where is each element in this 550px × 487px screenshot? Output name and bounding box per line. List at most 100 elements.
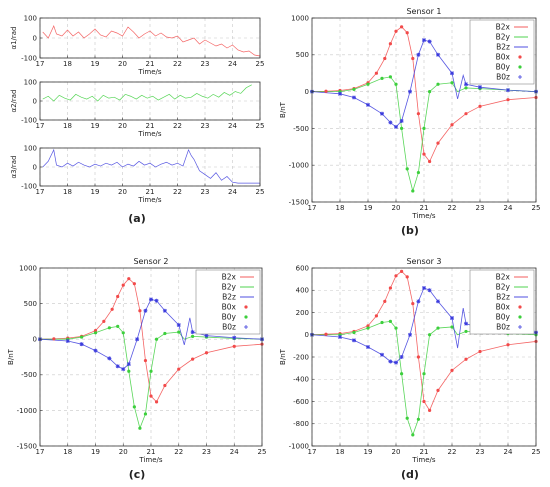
legend-label-B0y: B0y <box>496 63 511 72</box>
data-point-B0x <box>324 89 328 93</box>
data-point-B0y <box>177 330 181 334</box>
data-point-B0y <box>80 335 84 339</box>
data-point-B0x <box>436 388 440 392</box>
x-tick-label: 18 <box>63 188 72 196</box>
x-tick-label: 23 <box>201 122 210 130</box>
data-point-B0x <box>428 159 432 164</box>
data-point-B0x <box>464 112 468 116</box>
data-point-B0z <box>135 337 140 342</box>
y-axis-label: α3/rad <box>10 155 18 178</box>
data-point-B0x <box>138 309 142 313</box>
legend-box <box>469 269 535 335</box>
data-point-B0x <box>428 408 432 412</box>
y-tick-label: -1000 <box>289 162 309 170</box>
x-tick-label: 20 <box>118 188 127 196</box>
data-point-B0z <box>65 338 70 343</box>
data-point-B0y <box>338 90 342 94</box>
data-point-B0y <box>127 369 131 373</box>
data-point-B0x <box>163 383 167 388</box>
series-line-alpha-0 <box>42 25 261 57</box>
data-point-B0y <box>450 325 454 329</box>
data-point-B0y <box>394 82 398 86</box>
data-point-B0z <box>366 344 370 349</box>
data-point-B0x <box>405 31 409 35</box>
x-axis-label: Time/s <box>411 212 435 220</box>
legend-label-B2z: B2z <box>496 43 510 52</box>
data-point-B0z <box>422 286 426 291</box>
data-point-B0y <box>380 320 384 325</box>
data-point-B0y <box>394 326 398 330</box>
x-tick-label: 23 <box>476 448 485 456</box>
x-tick-label: 19 <box>364 448 373 456</box>
x-tick-label: 17 <box>308 204 317 212</box>
data-point-B0x <box>121 283 125 287</box>
y-tick-label: 1000 <box>291 14 309 22</box>
data-point-B0x <box>127 277 131 281</box>
legend-marker-B0y <box>518 65 522 69</box>
data-point-B0z <box>464 321 468 326</box>
data-point-B0z <box>394 360 398 365</box>
data-point-B0y <box>163 331 167 336</box>
data-point-B0x <box>366 324 370 328</box>
data-point-B0x <box>383 56 387 61</box>
data-point-B0y <box>132 405 136 409</box>
data-point-B0y <box>436 82 440 86</box>
y-tick-label: -1000 <box>289 442 309 450</box>
data-point-B0y <box>464 86 468 90</box>
x-axis-label: Time/s <box>137 68 161 76</box>
y-tick-label: -1500 <box>17 442 37 450</box>
legend-box <box>195 269 261 335</box>
y-axis-label: B/nT <box>7 348 15 365</box>
data-point-B0z <box>506 88 510 93</box>
legend-label-B0x: B0x <box>496 303 511 312</box>
data-point-B0z <box>416 299 421 304</box>
series-line-B2z <box>39 298 263 370</box>
data-point-B0x <box>110 307 114 311</box>
y-tick-label: -100 <box>21 116 37 124</box>
legend-marker-B0y <box>244 315 248 319</box>
y-axis-label: B/nT <box>279 348 287 365</box>
data-point-B0x <box>405 275 409 279</box>
legend-label-B0x: B0x <box>222 303 237 312</box>
series-line-alpha-2 <box>42 148 260 184</box>
data-point-B0z <box>450 316 454 321</box>
data-point-B0z <box>204 333 209 338</box>
x-tick-label: 19 <box>91 448 100 456</box>
data-point-B0z <box>126 362 131 367</box>
y-tick-label: 200 <box>296 309 309 317</box>
data-point-B0z <box>121 367 126 372</box>
data-point-B0z <box>162 308 167 313</box>
data-point-B0x <box>450 368 454 372</box>
x-tick-label: 23 <box>201 60 210 68</box>
data-point-B0y <box>116 324 120 328</box>
legend-label-B0x: B0x <box>496 53 511 62</box>
legend-label-B0z: B0z <box>496 323 510 332</box>
data-point-B0y <box>143 412 148 416</box>
data-point-B0x <box>102 319 106 323</box>
data-point-B0x <box>52 337 56 341</box>
data-point-B0x <box>394 274 398 278</box>
data-point-B0y <box>191 334 195 338</box>
y-tick-label: -600 <box>293 398 309 406</box>
x-tick-label: 25 <box>256 60 265 68</box>
x-tick-label: 23 <box>201 188 210 196</box>
x-tick-label: 18 <box>63 122 72 130</box>
panel-label-a: (a) <box>128 212 145 225</box>
data-point-B0x <box>478 349 482 354</box>
x-tick-label: 18 <box>336 204 345 212</box>
legend-marker-B0y <box>518 315 522 319</box>
x-tick-label: 20 <box>118 122 127 130</box>
x-tick-label: 18 <box>63 60 72 68</box>
data-point-B0x <box>416 355 420 359</box>
y-tick-label: 1000 <box>19 264 37 272</box>
x-tick-label: 24 <box>504 448 513 456</box>
plots-layer: 17 18 19 20 21 22 23 24 25-1000100Time/sα1/rad17… <box>7 7 540 464</box>
x-axis-label: Time/s <box>411 456 435 464</box>
data-point-B0x <box>506 98 510 102</box>
data-point-B0y <box>416 417 420 421</box>
y-tick-label: -1500 <box>289 198 309 206</box>
y-axis-label: α2/rad <box>10 89 18 112</box>
legend-label-B2x: B2x <box>496 273 511 282</box>
data-point-B0x <box>204 351 209 355</box>
